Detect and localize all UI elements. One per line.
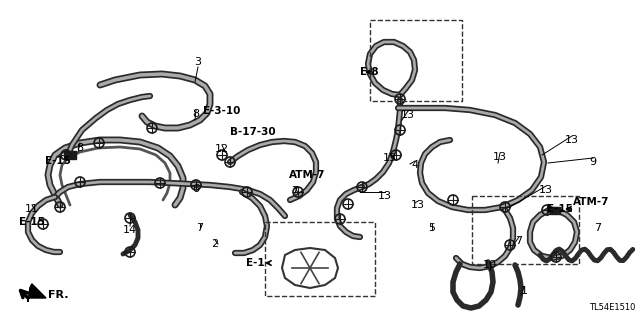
Polygon shape	[28, 284, 46, 302]
Text: E-8: E-8	[360, 67, 378, 77]
Bar	[472, 196, 579, 264]
Text: 4: 4	[412, 160, 419, 170]
Text: E-1: E-1	[246, 258, 264, 268]
Text: 6: 6	[193, 184, 200, 194]
Text: 13: 13	[378, 191, 392, 201]
Text: 13: 13	[401, 110, 415, 120]
Bar	[550, 206, 560, 213]
Text: ATM-7: ATM-7	[573, 197, 609, 207]
Text: E-15: E-15	[19, 217, 45, 227]
Text: B-17-30: B-17-30	[230, 127, 276, 137]
Text: 8: 8	[193, 109, 200, 119]
Text: ATM-7: ATM-7	[289, 170, 325, 180]
Text: 7: 7	[515, 236, 523, 246]
Text: 5: 5	[429, 223, 435, 233]
Text: 1: 1	[520, 286, 527, 296]
Text: 13: 13	[383, 153, 397, 163]
Text: 3: 3	[195, 57, 202, 67]
Bar	[370, 20, 462, 101]
Text: FR.: FR.	[48, 290, 68, 300]
Text: 13: 13	[493, 152, 507, 162]
Bar	[64, 151, 76, 159]
Text: 13: 13	[565, 135, 579, 145]
Text: TL54E1510: TL54E1510	[589, 303, 635, 312]
Text: 14: 14	[123, 225, 137, 235]
Text: 11: 11	[25, 204, 39, 214]
Text: 13: 13	[411, 200, 425, 210]
Text: 7: 7	[291, 186, 299, 196]
Text: E-15: E-15	[547, 204, 573, 214]
Text: E-15: E-15	[45, 156, 71, 166]
Text: 2: 2	[211, 239, 219, 249]
Text: 12: 12	[215, 144, 229, 154]
Text: 10: 10	[483, 260, 497, 270]
Text: 7: 7	[196, 223, 204, 233]
Text: 8: 8	[76, 143, 84, 153]
Text: 9: 9	[589, 157, 596, 167]
Text: 13: 13	[539, 185, 553, 195]
Text: 7: 7	[595, 223, 602, 233]
Bar	[265, 222, 375, 296]
Text: E-3-10: E-3-10	[204, 106, 241, 116]
